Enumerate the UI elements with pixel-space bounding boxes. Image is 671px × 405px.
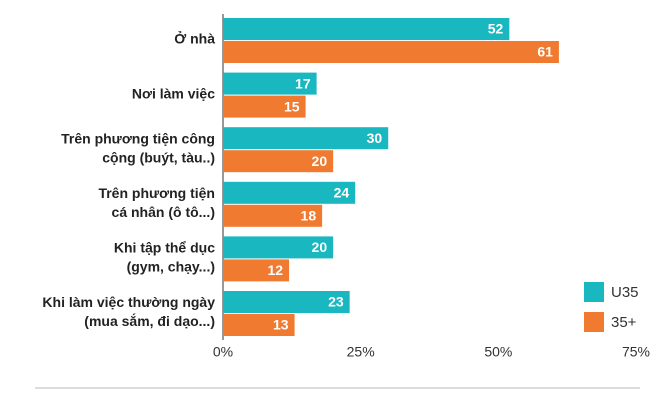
category-label: cá nhân (ô tô...) [112,204,215,220]
legend-swatch [584,312,604,332]
bar [223,150,334,173]
category-label: Trên phương tiện công [61,130,215,146]
value-label: 20 [312,239,328,255]
legend-label: 35+ [611,314,637,331]
bar [223,204,323,227]
value-label: 30 [367,130,383,146]
category-label: Khi làm việc thường ngày [42,294,215,310]
value-label: 13 [273,317,289,333]
category-label: Nơi làm việc [132,85,215,101]
legend-label: U35 [611,284,639,301]
category-label: cộng (buýt, tàu..) [102,149,215,165]
bar [223,41,559,63]
value-label: 61 [537,44,553,60]
bar [223,314,295,336]
x-tick-label: 25% [347,344,375,360]
bar [223,181,356,204]
x-tick-label: 50% [484,344,512,360]
bar [223,18,510,40]
x-tick-label: 75% [622,344,650,360]
bar [223,95,306,118]
value-label: 52 [488,21,504,37]
bar [223,236,334,259]
value-label: 20 [312,153,328,169]
category-label: Ở nhà [174,30,215,47]
value-label: 24 [334,185,350,201]
category-label: (mua sắm, đi dạo...) [84,312,215,329]
value-label: 17 [295,75,311,91]
x-tick-label: 0% [213,344,233,360]
category-label: (gym, chạy...) [127,259,215,275]
value-label: 23 [328,294,344,310]
bar [223,291,350,313]
value-label: 18 [301,208,317,224]
value-label: 12 [268,262,284,278]
bar [223,72,317,95]
bar [223,127,389,150]
category-label: Trên phương tiện [98,185,215,201]
legend-swatch [584,282,604,302]
value-label: 15 [284,98,300,114]
category-label: Khi tập thể dục [114,240,215,256]
bar [223,259,290,282]
